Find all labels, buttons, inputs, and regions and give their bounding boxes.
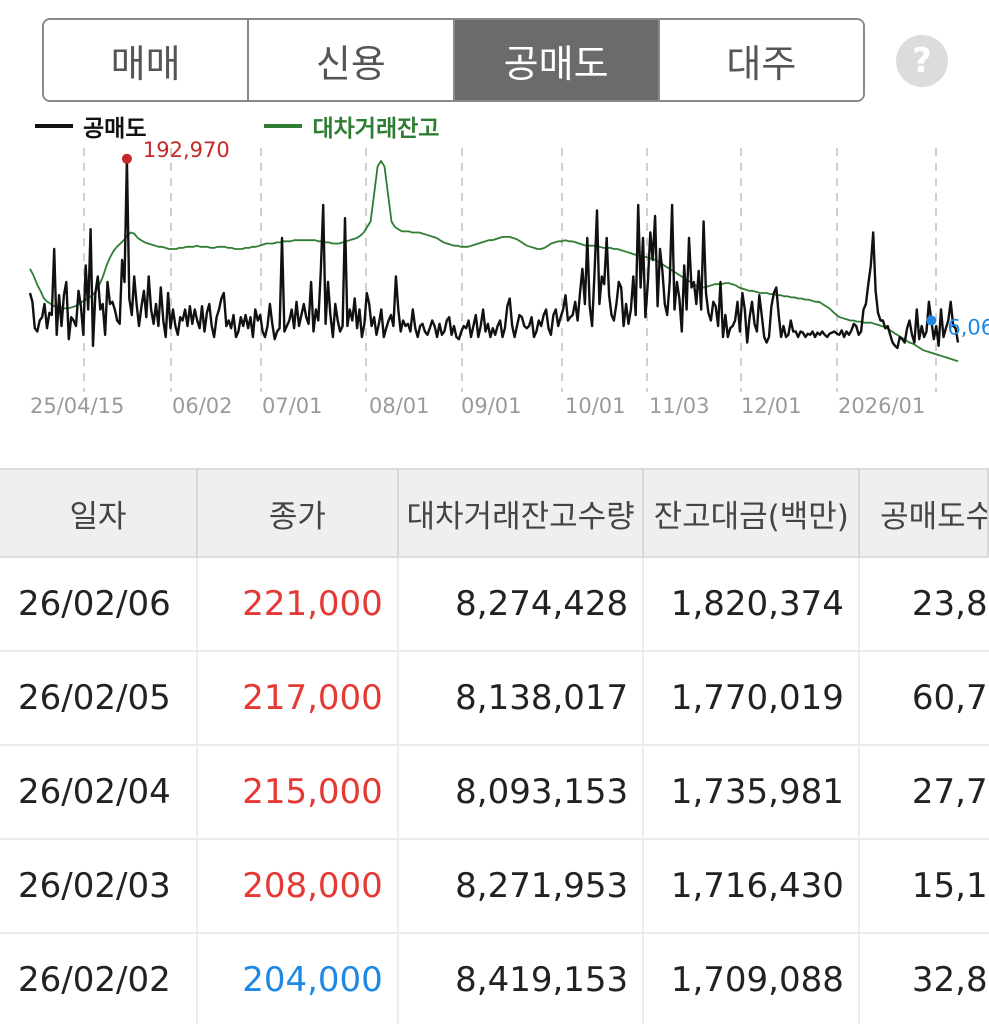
x-tick-label: 10/01 [565, 394, 626, 418]
close-price-cell: 221,000 [198, 558, 399, 650]
x-tick-label: 07/01 [262, 394, 323, 418]
date-cell: 26/02/06 [0, 558, 198, 650]
table-header-row: 일자 종가 대차거래잔고수량 잔고대금(백만) 공매도수 [0, 468, 989, 558]
header-close[interactable]: 종가 [198, 470, 399, 556]
close-price-cell: 208,000 [198, 840, 399, 932]
max-point-marker [121, 153, 132, 164]
series-line-short-selling [28, 157, 960, 350]
date-cell: 26/02/03 [0, 840, 198, 932]
close-price-cell: 217,000 [198, 652, 399, 744]
close-price-cell: 215,000 [198, 746, 399, 838]
date-cell: 26/02/05 [0, 652, 198, 744]
loan-qty-cell: 8,419,153 [399, 934, 645, 1024]
tab-trade[interactable]: 매매 [44, 20, 250, 100]
legend-swatch-loan [264, 124, 303, 128]
close-price-cell: 204,000 [198, 934, 399, 1024]
loan-qty-cell: 8,271,953 [399, 840, 645, 932]
loan-amount-cell: 1,820,374 [644, 558, 860, 650]
date-cell: 26/02/02 [0, 934, 198, 1024]
header-loan-qty[interactable]: 대차거래잔고수량 [399, 470, 645, 556]
short-selling-table: 일자 종가 대차거래잔고수량 잔고대금(백만) 공매도수 26/02/06 221… [0, 468, 989, 1024]
chart-legend: 공매도 대차거래잔고 [35, 110, 557, 142]
table-row[interactable]: 26/02/04 215,000 8,093,153 1,735,981 27,7 [0, 746, 989, 840]
x-tick-label: 06/02 [172, 394, 233, 418]
short-qty-cell: 23,8 [911, 584, 988, 624]
loan-amount-cell: 1,716,430 [644, 840, 860, 932]
table-row[interactable]: 26/02/05 217,000 8,138,017 1,770,019 60,7 [0, 652, 989, 746]
help-icon[interactable]: ? [896, 35, 948, 87]
x-tick-label: 25/04/15 [30, 394, 124, 418]
legend-item-loan: 대차거래잔고 [264, 109, 439, 143]
loan-qty-cell: 8,138,017 [399, 652, 645, 744]
tab-stock-lending[interactable]: 대주 [659, 20, 863, 100]
short-selling-chart[interactable]: 25/04/15 06/02 07/01 08/01 09/01 10/01 11/03 12… [0, 140, 989, 430]
loan-amount-cell: 1,735,981 [644, 746, 860, 838]
legend-label-loan: 대차거래잔고 [312, 116, 440, 142]
x-tick-label: 12/01 [741, 394, 802, 418]
header-short-qty[interactable]: 공매도수 [860, 470, 989, 556]
short-qty-cell: 32,8 [911, 960, 988, 1000]
x-tick-label: 11/03 [649, 394, 710, 418]
loan-qty-cell: 8,093,153 [399, 746, 645, 838]
table-row[interactable]: 26/02/03 208,000 8,271,953 1,716,430 15,1 [0, 840, 989, 934]
min-point-label: 6,065 [947, 316, 989, 340]
tab-bar: 매매 신용 공매도 대주 [42, 18, 865, 102]
table-row[interactable]: 26/02/06 221,000 8,274,428 1,820,374 23,8 [0, 558, 989, 652]
legend-label-short: 공매도 [83, 116, 147, 142]
date-cell: 26/02/04 [0, 746, 198, 838]
tab-short-selling[interactable]: 공매도 [454, 20, 660, 100]
legend-swatch-short [35, 124, 73, 128]
loan-qty-cell: 8,274,428 [399, 558, 645, 650]
legend-item-short: 공매도 [35, 109, 146, 143]
series-line-loan-balance [29, 160, 959, 363]
tab-credit[interactable]: 신용 [249, 20, 455, 100]
table-row[interactable]: 26/02/02 204,000 8,419,153 1,709,088 32,8 [0, 934, 989, 1024]
x-tick-label: 08/01 [369, 394, 430, 418]
x-tick-label: 2026/01 [838, 394, 925, 418]
short-qty-cell: 15,1 [911, 866, 988, 906]
short-qty-cell: 60,7 [911, 678, 988, 718]
x-tick-label: 09/01 [461, 394, 522, 418]
short-qty-cell: 27,7 [911, 772, 988, 812]
max-point-label: 192,970 [143, 140, 230, 162]
min-point-marker [926, 315, 937, 326]
loan-amount-cell: 1,770,019 [644, 652, 860, 744]
header-date[interactable]: 일자 [0, 470, 198, 556]
loan-amount-cell: 1,709,088 [644, 934, 860, 1024]
header-loan-amount[interactable]: 잔고대금(백만) [644, 470, 861, 556]
table-body: 26/02/06 221,000 8,274,428 1,820,374 23,8 26/… [0, 558, 989, 1024]
